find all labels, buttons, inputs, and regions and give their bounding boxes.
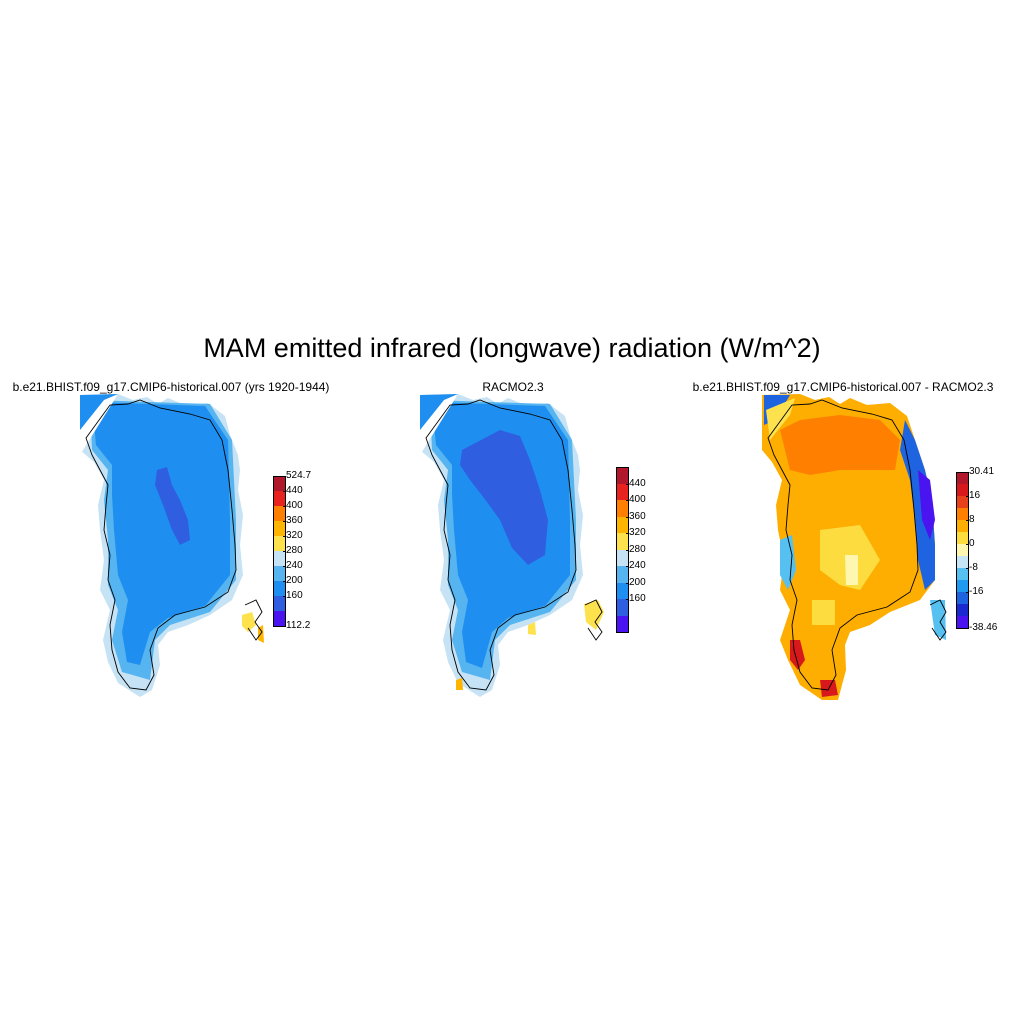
colorbar-tick-label: 524.7 [282,470,312,481]
colorbar-tick-label: 440 [283,485,303,496]
colorbar-box [956,616,969,629]
colorbar-tick-label: 320 [283,530,303,541]
colorbar-box [616,566,629,583]
colorbar-tick-label: 360 [626,510,646,522]
colorbar-box [956,544,969,556]
colorbar-box [273,521,286,536]
colorbar-box [616,483,629,500]
colorbar-box [956,520,969,532]
colorbar-box [273,491,286,506]
colorbar-tick-label: 160 [283,590,303,601]
colorbar-box [956,496,969,508]
colorbar-tick-label: 8 [966,514,975,525]
colorbar-box [616,615,629,633]
colorbar-box [273,551,286,566]
colorbar-box [273,566,286,581]
colorbar-box [616,599,629,616]
colorbar-tick-label: 440 [626,477,646,489]
map-diff [762,394,947,700]
colorbar-box [956,532,969,544]
colorbar-box [956,556,969,568]
colorbar-tick-label: 400 [283,500,303,511]
map-racmo [420,394,604,697]
coastline-diff [767,399,947,691]
colorbar-box [616,500,629,517]
colorbar-box [616,467,629,485]
coastline-model [85,399,263,691]
greenland-field-model [80,394,264,697]
colorbar-box [273,596,286,611]
colorbar-box [616,549,629,566]
colorbar-box [273,536,286,551]
colorbar-box [273,476,286,492]
greenland-field-racmo [420,394,604,697]
colorbar-box [273,611,286,627]
colorbar-tick-label: 240 [283,560,303,571]
colorbar-tick-label: 240 [626,560,646,571]
panel-title-diff: b.e21.BHIST.f09_g17.CMIP6-historical.007… [692,380,994,394]
colorbar-tick-label: 112.2 [282,620,311,631]
colorbar-box [273,581,286,596]
colorbar-box [956,508,969,520]
figure-title: MAM emitted infrared (longwave) radiatio… [203,333,821,363]
colorbar-tick-label: -38.46 [965,622,998,633]
panel-title-model: b.e21.BHIST.f09_g17.CMIP6-historical.007… [12,380,330,394]
colorbar-tick-label: 30.41 [965,466,995,477]
colorbar-tick-label: -8 [966,562,978,573]
colorbar-box [956,472,969,485]
colorbar-box [616,516,629,533]
colorbar-tick-label: 0 [966,538,975,549]
map-model [80,394,264,697]
colorbar-box [956,568,969,580]
greenland-field-diff [762,394,946,700]
colorbar-tick-label: -16 [965,586,984,597]
colorbar-box [273,506,286,521]
colorbar-tick-label: 280 [626,543,646,555]
colorbar-tick-label: 160 [626,593,646,604]
colorbar-box [616,582,629,599]
colorbar-box [956,484,969,496]
colorbar-box [616,533,629,550]
colorbar-box [956,604,969,616]
colorbar-tick-label: 280 [283,545,303,556]
colorbar-tick-label: 200 [283,575,303,586]
colorbar-box [956,580,969,592]
coastline-racmo [425,399,603,691]
colorbar-box [956,592,969,604]
colorbar-tick-label: 360 [283,515,303,526]
colorbar-tick-label: 400 [626,494,646,505]
colorbar-tick-label: 320 [626,527,646,538]
colorbar-tick-label: 200 [626,576,646,588]
colorbar-tick-label: 16 [965,490,981,501]
panel-title-racmo: RACMO2.3 [482,380,544,394]
